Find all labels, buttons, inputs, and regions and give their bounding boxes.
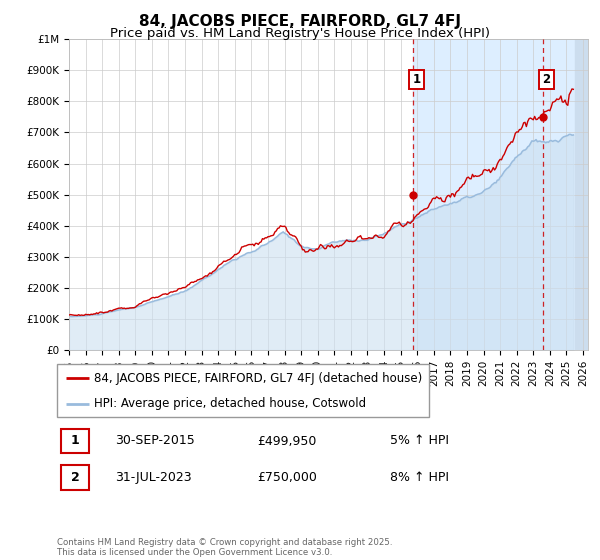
Text: HPI: Average price, detached house, Cotswold: HPI: Average price, detached house, Cots…	[94, 398, 367, 410]
Text: 30-SEP-2015: 30-SEP-2015	[115, 435, 195, 447]
Bar	[413, 39, 575, 350]
Text: 1: 1	[412, 73, 421, 86]
FancyBboxPatch shape	[57, 364, 429, 417]
FancyBboxPatch shape	[61, 465, 89, 489]
Text: 1: 1	[71, 435, 79, 447]
Text: 5% ↑ HPI: 5% ↑ HPI	[389, 435, 449, 447]
FancyBboxPatch shape	[61, 429, 89, 454]
Text: 8% ↑ HPI: 8% ↑ HPI	[389, 471, 449, 484]
Text: £499,950: £499,950	[257, 435, 317, 447]
Text: 31-JUL-2023: 31-JUL-2023	[115, 471, 192, 484]
Text: £750,000: £750,000	[257, 471, 317, 484]
Text: 2: 2	[542, 73, 550, 86]
Text: Contains HM Land Registry data © Crown copyright and database right 2025.
This d: Contains HM Land Registry data © Crown c…	[57, 538, 392, 557]
Text: 84, JACOBS PIECE, FAIRFORD, GL7 4FJ (detached house): 84, JACOBS PIECE, FAIRFORD, GL7 4FJ (det…	[94, 372, 422, 385]
Text: 2: 2	[71, 471, 79, 484]
Text: 84, JACOBS PIECE, FAIRFORD, GL7 4FJ: 84, JACOBS PIECE, FAIRFORD, GL7 4FJ	[139, 14, 461, 29]
Bar	[575, 39, 588, 350]
Text: Price paid vs. HM Land Registry's House Price Index (HPI): Price paid vs. HM Land Registry's House …	[110, 27, 490, 40]
